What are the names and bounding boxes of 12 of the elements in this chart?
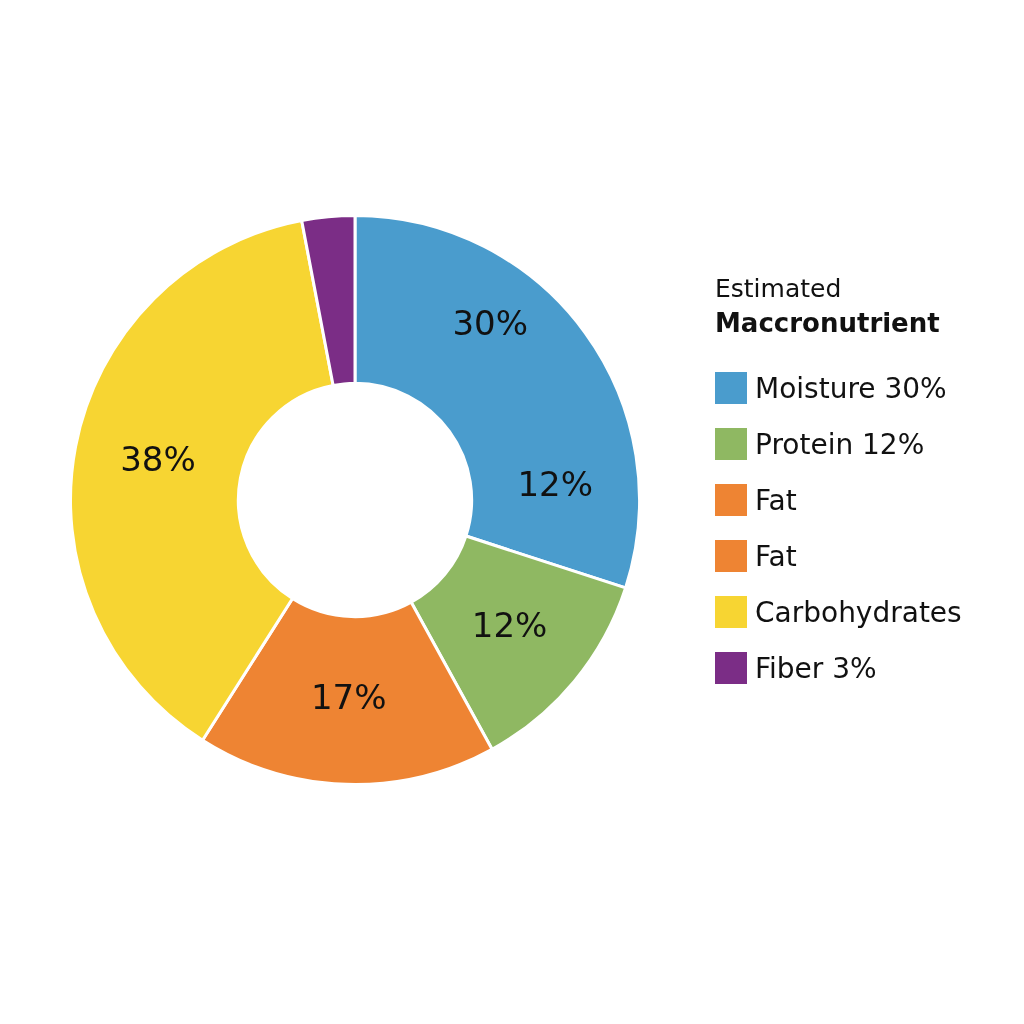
legend-label: Fiber 3%	[755, 651, 877, 685]
data-label: 17%	[310, 677, 387, 718]
data-label: 38%	[120, 439, 196, 480]
legend-label: Carbohydrates	[755, 595, 962, 629]
legend-label: Fat	[755, 483, 797, 517]
data-label: 30%	[452, 302, 528, 343]
legend-label: Moisture 30%	[755, 371, 947, 405]
legend-title: Estimated Maccronutrient	[715, 273, 941, 340]
data-label: 12%	[471, 604, 548, 645]
legend-label: Fat	[755, 539, 797, 573]
text: 12%	[517, 464, 593, 505]
legend-label: Protein 12%	[755, 427, 925, 461]
